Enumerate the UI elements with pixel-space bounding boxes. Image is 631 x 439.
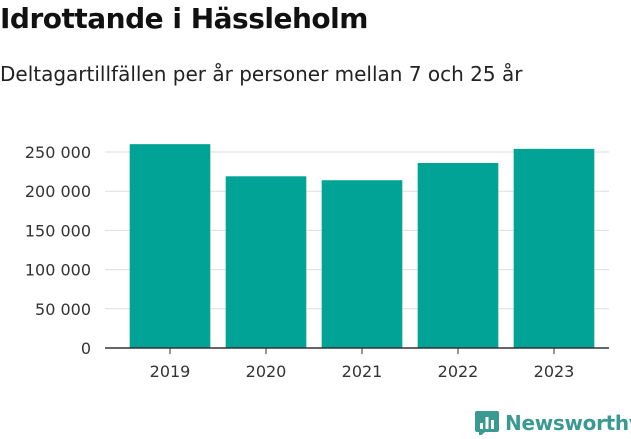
y-tick-label: 0 bbox=[81, 339, 91, 358]
y-tick-label: 50 000 bbox=[35, 300, 91, 319]
x-tick-label: 2022 bbox=[438, 362, 479, 381]
x-tick-label: 2020 bbox=[246, 362, 287, 381]
bar bbox=[417, 162, 499, 348]
x-tick-label: 2021 bbox=[342, 362, 383, 381]
bar bbox=[225, 176, 307, 348]
brand-name: Newsworthy bbox=[505, 411, 631, 435]
x-tick-label: 2019 bbox=[150, 362, 191, 381]
bar bbox=[129, 144, 211, 348]
chart-title: Idrottande i Hässleholm bbox=[0, 2, 368, 35]
bar bbox=[513, 148, 595, 348]
y-tick-label: 200 000 bbox=[25, 182, 91, 201]
bar bbox=[321, 180, 403, 348]
chart-subtitle: Deltagartillfällen per år personer mella… bbox=[0, 62, 523, 86]
x-tick-label: 2023 bbox=[534, 362, 575, 381]
y-tick-label: 100 000 bbox=[25, 261, 91, 280]
bar-chart-logo-icon bbox=[475, 411, 499, 435]
newsworthy-logo: Newsworthy bbox=[475, 408, 631, 438]
y-tick-label: 250 000 bbox=[25, 143, 91, 162]
y-tick-label: 150 000 bbox=[25, 221, 91, 240]
bar-chart: 0 50 000 100 000 150 000 200 000 250 000 2019 2… bbox=[25, 143, 609, 381]
